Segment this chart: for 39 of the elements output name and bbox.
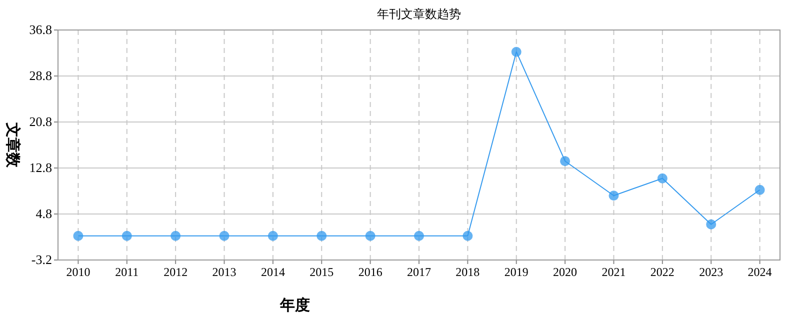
y-tick-label: 4.8 [36, 206, 52, 221]
x-tick-label: 2012 [164, 265, 188, 279]
x-tick-label: 2023 [699, 265, 724, 279]
y-axis-title: 文章数 [4, 122, 22, 168]
x-tick-label: 2021 [602, 265, 626, 279]
point [511, 46, 522, 57]
y-tick-label: 36.8 [29, 22, 52, 37]
point [365, 230, 376, 241]
point [754, 184, 765, 195]
x-tick-label: 2018 [456, 265, 480, 279]
y-tick-label: 20.8 [29, 114, 52, 129]
x-tick-label: 2016 [358, 265, 382, 279]
x-tick-label: 2019 [504, 265, 528, 279]
point [268, 230, 278, 241]
x-axis-title: 年度 [279, 296, 310, 314]
point [219, 230, 230, 241]
point [170, 230, 181, 241]
point [608, 190, 619, 201]
x-tick-label: 2022 [650, 265, 674, 279]
point [316, 230, 327, 241]
point [462, 230, 473, 241]
point [73, 230, 84, 241]
x-tick-label: 2017 [407, 265, 431, 279]
y-tick-label: 28.8 [29, 68, 52, 83]
point [706, 219, 716, 230]
y-tick-label: 12.8 [29, 160, 52, 175]
point [657, 173, 668, 184]
x-tick-label: 2014 [260, 265, 285, 279]
y-tick-label: -3.2 [31, 252, 52, 267]
chart-title: 年刊文章数趋势 [377, 7, 461, 21]
x-tick-label: 2011 [115, 265, 139, 279]
point [414, 230, 424, 241]
x-tick-label: 2015 [310, 265, 334, 279]
x-tick-label: 2020 [553, 265, 578, 279]
point [560, 156, 570, 166]
x-tick-label: 2024 [748, 265, 772, 279]
point [122, 230, 132, 241]
x-tick-label: 2013 [212, 265, 236, 279]
x-tick-label: 2010 [66, 265, 90, 279]
